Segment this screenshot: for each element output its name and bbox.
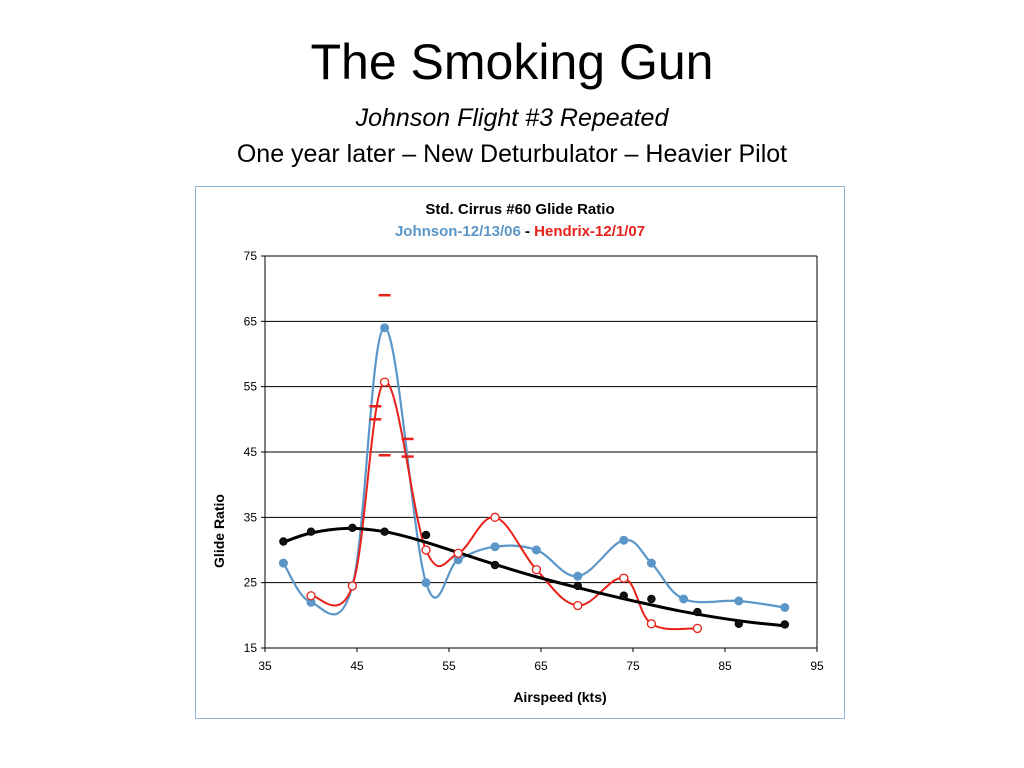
slide-subtitle-1: Johnson Flight #3 Repeated [355, 104, 669, 132]
point-johnson-4 [421, 578, 431, 588]
legend-johnson: Johnson-12/13/06 [395, 223, 521, 240]
slide-subtitle-2: One year later – New Deturbulator – Heav… [236, 140, 788, 168]
point-trend-4 [421, 530, 431, 540]
slide-title: The Smoking Gun [310, 34, 714, 90]
point-trend-13 [780, 620, 789, 629]
chart-subtitle: Johnson-12/13/06 - Hendrix-12/1/07 [395, 223, 645, 240]
point-trend-3 [380, 527, 389, 536]
point-hendrix-5 [490, 512, 500, 522]
point-hendrix-7 [573, 600, 583, 611]
y-tick-label-25: 25 [244, 576, 258, 590]
point-hendrix-0 [306, 591, 316, 601]
point-johnson-0 [278, 558, 288, 568]
x-tick-label-55: 55 [442, 659, 456, 673]
series-line-hendrix [310, 381, 698, 631]
legend-hendrix: Hendrix-12/1/07 [534, 223, 645, 240]
legend-separator: - [521, 223, 534, 240]
point-johnson-6 [490, 542, 500, 552]
glide-ratio-chart: Std. Cirrus #60 Glide Ratio Johnson-12/1… [211, 201, 824, 705]
x-axis-label: Airspeed (kts) [513, 689, 606, 705]
y-tick-label-55: 55 [244, 380, 258, 394]
y-axis-label: Glide Ratio [211, 494, 227, 568]
point-johnson-11 [679, 594, 689, 604]
y-tick-label-15: 15 [244, 641, 258, 655]
point-hendrix-4 [453, 548, 463, 558]
x-tick-label-85: 85 [718, 659, 732, 673]
chart-title: Std. Cirrus #60 Glide Ratio [425, 201, 614, 218]
point-hendrix-3 [421, 545, 431, 555]
point-trend-6 [490, 560, 500, 570]
chart-axes: 15 25 35 45 55 65 75 35 45 55 65 75 85 95 [244, 249, 824, 673]
chart-grid [265, 255, 817, 649]
point-hendrix-8 [619, 573, 629, 583]
point-johnson-13 [780, 602, 790, 612]
point-hendrix-2 [379, 377, 390, 387]
point-trend-2 [348, 523, 357, 532]
x-tick-label-45: 45 [350, 659, 364, 673]
point-trend-0 [279, 537, 288, 546]
point-hendrix-10 [692, 623, 703, 634]
y-tick-label-65: 65 [244, 314, 258, 328]
point-johnson-10 [646, 558, 656, 568]
point-trend-10 [647, 594, 656, 604]
point-trend-9 [619, 591, 628, 600]
x-tick-label-35: 35 [258, 659, 272, 673]
point-hendrix-6 [531, 564, 542, 575]
chart-series [278, 293, 790, 634]
point-johnson-7 [531, 545, 541, 555]
y-tick-label-35: 35 [244, 510, 258, 524]
point-johnson-9 [619, 535, 629, 545]
y-tick-label-75: 75 [244, 249, 258, 263]
x-tick-label-65: 65 [534, 659, 548, 673]
point-johnson-3 [380, 323, 390, 333]
point-johnson-12 [734, 596, 744, 606]
point-hendrix-1 [347, 581, 358, 591]
y-tick-label-45: 45 [244, 445, 258, 459]
trend-line [282, 526, 785, 628]
point-trend-8 [573, 581, 582, 591]
point-trend-12 [734, 619, 743, 629]
point-hendrix-9 [646, 619, 657, 629]
x-tick-label-75: 75 [626, 659, 640, 673]
x-tick-label-95: 95 [810, 659, 824, 673]
point-trend-1 [306, 527, 316, 536]
point-johnson-8 [573, 571, 583, 581]
point-trend-11 [693, 607, 702, 617]
series-line-johnson [282, 326, 785, 616]
